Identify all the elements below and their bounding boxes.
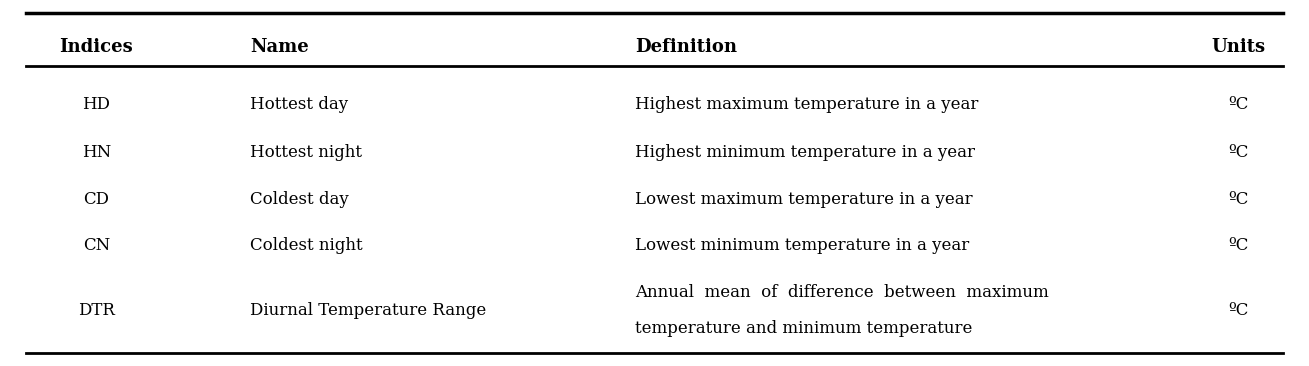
Text: Highest maximum temperature in a year: Highest maximum temperature in a year (635, 96, 979, 113)
Text: Coldest day: Coldest day (250, 191, 350, 208)
Text: ºC: ºC (1228, 144, 1249, 161)
Text: CN: CN (82, 237, 110, 254)
Text: Indices: Indices (60, 38, 134, 56)
Text: Definition: Definition (635, 38, 737, 56)
Text: Coldest night: Coldest night (250, 237, 363, 254)
Text: Units: Units (1211, 38, 1266, 56)
Text: Hottest night: Hottest night (250, 144, 363, 161)
Text: Highest minimum temperature in a year: Highest minimum temperature in a year (635, 144, 975, 161)
Text: DTR: DTR (79, 302, 115, 319)
Text: Lowest maximum temperature in a year: Lowest maximum temperature in a year (635, 191, 973, 208)
Text: CD: CD (84, 191, 110, 208)
Text: Diurnal Temperature Range: Diurnal Temperature Range (250, 302, 487, 319)
Text: ºC: ºC (1228, 237, 1249, 254)
Text: ºC: ºC (1228, 302, 1249, 319)
Text: Name: Name (250, 38, 309, 56)
Text: Hottest day: Hottest day (250, 96, 348, 113)
Text: ºC: ºC (1228, 191, 1249, 208)
Text: HD: HD (82, 96, 110, 113)
Text: Lowest minimum temperature in a year: Lowest minimum temperature in a year (635, 237, 970, 254)
Text: Annual  mean  of  difference  between  maximum
temperature and minimum temperatu: Annual mean of difference between maximu… (635, 284, 1049, 337)
Text: ºC: ºC (1228, 96, 1249, 113)
Text: HN: HN (82, 144, 111, 161)
